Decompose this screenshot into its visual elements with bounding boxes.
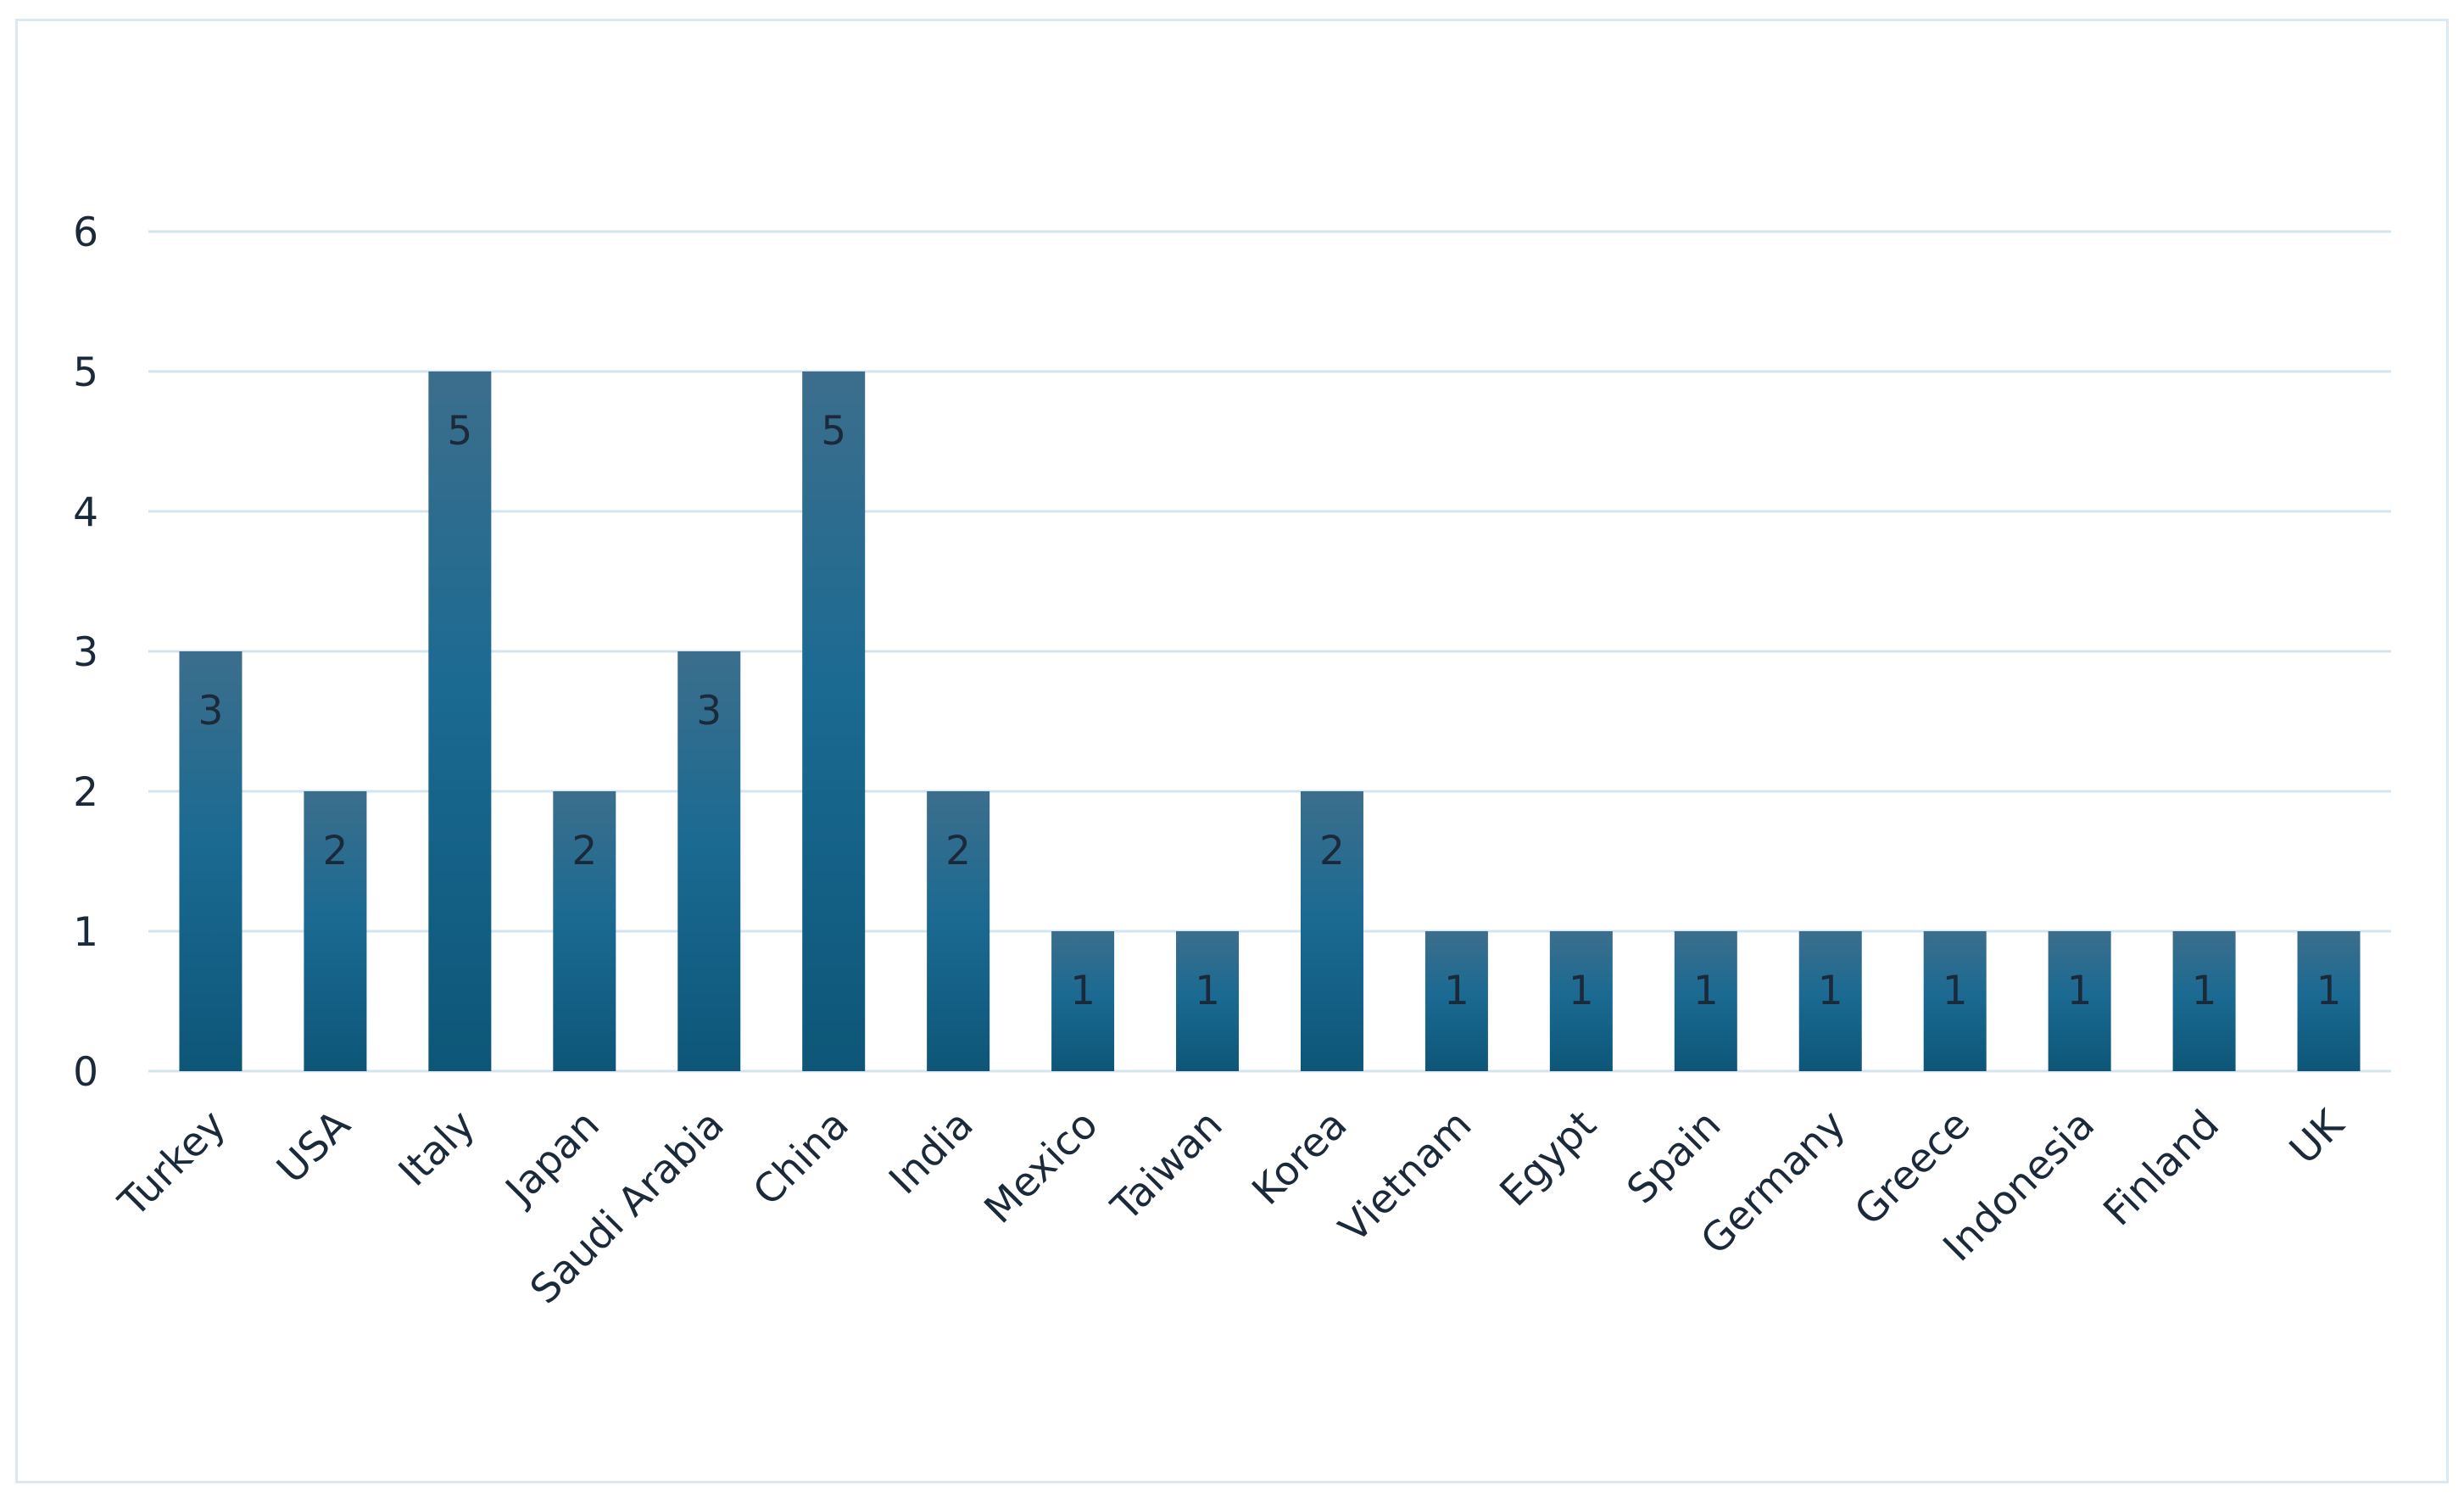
y-tick-label-6: 6	[73, 209, 98, 256]
chart-frame	[15, 19, 2449, 1483]
x-tick-label-turkey: Turkey	[109, 1102, 235, 1227]
bar-turkey	[179, 651, 242, 1071]
bars	[179, 371, 2361, 1071]
data-label-turkey: 3	[198, 688, 224, 734]
bar-italy	[428, 371, 492, 1071]
bar-germany	[1798, 931, 1862, 1071]
x-tick-label-egypt: Egypt	[1491, 1102, 1606, 1216]
bar-indonesia	[2048, 931, 2111, 1071]
bar-usa	[304, 791, 367, 1071]
bar-mexico	[1051, 931, 1115, 1071]
y-tick-label-5: 5	[73, 349, 98, 396]
bar-greece	[1923, 931, 1987, 1071]
x-tick-label-mexico: Mexico	[976, 1102, 1107, 1233]
data-label-vietnam: 1	[1444, 968, 1469, 1014]
data-label-taiwan: 1	[1195, 968, 1220, 1014]
data-label-spain: 1	[1693, 968, 1719, 1014]
data-label-korea: 2	[1319, 828, 1345, 874]
x-tick-label-japan: Japan	[495, 1102, 609, 1215]
data-label-egypt: 1	[1569, 968, 1594, 1014]
bar-korea	[1300, 791, 1363, 1071]
y-tick-label-3: 3	[73, 629, 98, 676]
x-tick-label-finland: Finland	[2094, 1102, 2228, 1236]
x-tick-label-taiwan: Taiwan	[1102, 1102, 1232, 1231]
y-tick-label-4: 4	[73, 489, 98, 536]
data-label-indonesia: 1	[2067, 968, 2093, 1014]
bar-egypt	[1549, 931, 1613, 1071]
data-label-greece: 1	[1943, 968, 1968, 1014]
y-tick-label-1: 1	[73, 909, 98, 956]
data-label-japan: 2	[571, 828, 597, 874]
data-labels: 3 2 5 2 3 5 2 1 1 2 1 1 1 1 1 1 1 1	[198, 408, 2342, 1014]
bar-vietnam	[1424, 931, 1488, 1071]
data-label-usa: 2	[322, 828, 348, 874]
data-label-saudi-arabia: 3	[696, 688, 722, 734]
bar-finland	[2172, 931, 2236, 1071]
x-tick-label-spain: Spain	[1619, 1102, 1731, 1214]
data-label-italy: 5	[447, 408, 472, 455]
y-axis-tick-labels: 0 1 2 3 4 5 6	[73, 209, 98, 1096]
data-label-india: 2	[945, 828, 971, 874]
bar-india	[927, 791, 990, 1071]
bar-japan	[553, 791, 616, 1071]
gridlines	[148, 230, 2391, 1073]
x-tick-label-korea: Korea	[1243, 1102, 1356, 1214]
x-tick-label-usa: USA	[268, 1102, 360, 1193]
bar-taiwan	[1176, 931, 1240, 1071]
data-label-germany: 1	[1818, 968, 1843, 1014]
x-tick-label-china: China	[744, 1102, 858, 1215]
x-tick-label-vietnam: Vietnam	[1330, 1102, 1480, 1252]
x-tick-label-india: India	[880, 1102, 982, 1203]
bar-saudi-arabia	[677, 651, 741, 1071]
y-tick-label-2: 2	[73, 769, 98, 816]
bar-china	[802, 371, 866, 1071]
data-label-mexico: 1	[1070, 968, 1095, 1014]
data-label-uk: 1	[2316, 968, 2342, 1014]
y-tick-label-0: 0	[73, 1049, 98, 1096]
bar-spain	[1674, 931, 1737, 1071]
data-label-finland: 1	[2192, 968, 2217, 1014]
bar-uk	[2297, 931, 2361, 1071]
x-tick-label-italy: Italy	[390, 1102, 484, 1196]
data-label-china: 5	[821, 408, 846, 455]
x-tick-label-uk: UK	[2281, 1101, 2354, 1174]
